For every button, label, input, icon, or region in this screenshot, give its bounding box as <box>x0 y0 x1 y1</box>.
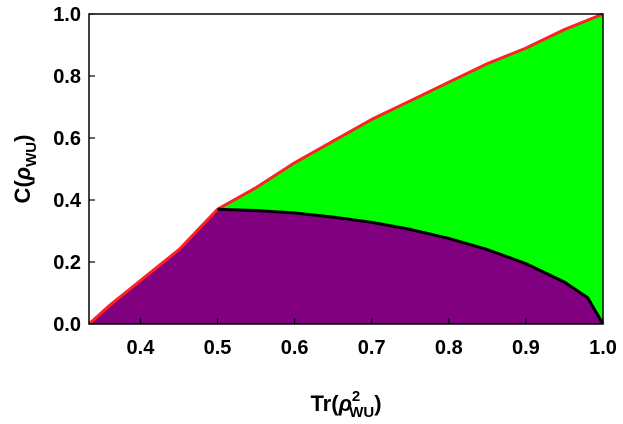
x-axis-title-symbol: ρ <box>338 391 352 416</box>
x-tick-label: 0.9 <box>512 337 540 359</box>
y-tick-label: 0.0 <box>53 314 81 336</box>
y-tick-label: 0.2 <box>53 252 81 274</box>
x-tick-label: 0.4 <box>127 337 156 359</box>
x-axis-title-superscript: 2 <box>352 388 360 405</box>
chart-curves <box>87 12 605 326</box>
lower-boundary-curve <box>217 207 605 325</box>
x-tick-label: 0.7 <box>358 337 386 359</box>
y-tick-label: 0.6 <box>53 128 81 150</box>
y-axis-title-main: C( <box>10 180 35 204</box>
x-axis-title-close: ) <box>374 391 381 416</box>
region-upper <box>217 14 603 324</box>
y-axis-title-close: ) <box>10 135 35 142</box>
x-tick-label: 0.6 <box>281 337 309 359</box>
x-tick-label: 1.0 <box>589 337 617 359</box>
x-tick-label: 0.5 <box>204 337 232 359</box>
y-tick-label: 0.8 <box>53 66 81 88</box>
y-axis-title-subscript: WU <box>23 142 40 167</box>
x-axis-title-main: Tr( <box>310 391 339 416</box>
x-axis-title-subscript: WU <box>349 404 374 421</box>
upper-boundary-curve <box>87 12 604 326</box>
x-tick-label: 0.8 <box>435 337 463 359</box>
y-axis-ticks: 0.0 0.2 0.4 0.6 0.8 1.0 <box>53 4 95 336</box>
y-tick-label: 0.4 <box>53 190 82 212</box>
chart-regions <box>89 14 603 324</box>
y-axis-title: C(ρWU) <box>10 135 40 204</box>
y-axis-title-symbol: ρ <box>10 167 35 181</box>
x-axis-title: Tr(ρ2 WU) <box>310 388 381 421</box>
y-tick-label: 1.0 <box>53 4 81 26</box>
x-axis-ticks: 0.4 0.5 0.6 0.7 0.8 0.9 1.0 <box>127 318 617 359</box>
plot-frame <box>88 13 604 325</box>
region-lower <box>89 209 603 324</box>
